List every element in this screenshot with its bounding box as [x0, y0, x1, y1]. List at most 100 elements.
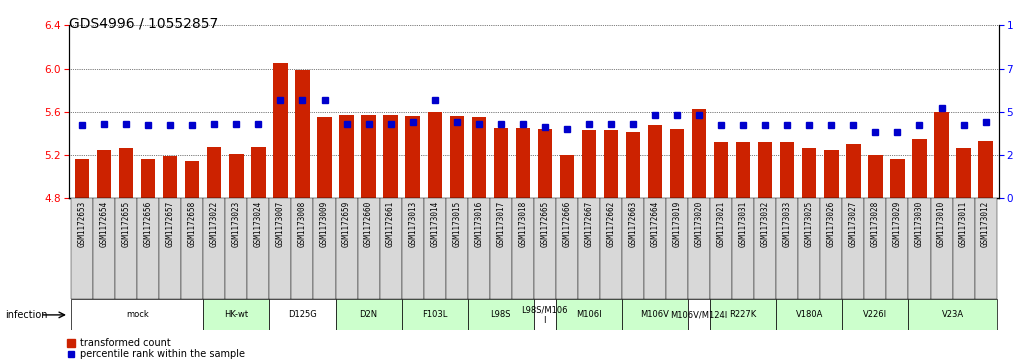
Text: GSM1173027: GSM1173027 — [849, 201, 858, 247]
Bar — [802, 148, 816, 198]
Bar — [401, 198, 423, 299]
Bar — [979, 141, 993, 198]
Text: GSM1173015: GSM1173015 — [452, 201, 461, 247]
Bar — [909, 299, 997, 330]
Bar — [516, 128, 530, 198]
Text: GSM1173008: GSM1173008 — [298, 201, 307, 247]
Text: GSM1172659: GSM1172659 — [342, 201, 352, 247]
Bar — [648, 125, 663, 198]
Text: F103L: F103L — [422, 310, 448, 319]
Text: GSM1173022: GSM1173022 — [210, 201, 219, 247]
Text: percentile rank within the sample: percentile rank within the sample — [80, 349, 245, 359]
Bar — [644, 198, 667, 299]
Text: GSM1172661: GSM1172661 — [386, 201, 395, 247]
Text: GSM1173018: GSM1173018 — [519, 201, 528, 247]
Bar — [93, 198, 115, 299]
Bar — [909, 198, 931, 299]
Bar — [472, 117, 486, 198]
Text: V180A: V180A — [795, 310, 823, 319]
Text: V226I: V226I — [863, 310, 887, 319]
Bar — [269, 198, 292, 299]
Text: GSM1172664: GSM1172664 — [650, 201, 659, 247]
Text: GSM1173017: GSM1173017 — [496, 201, 505, 247]
Text: R227K: R227K — [729, 310, 757, 319]
Text: GSM1172656: GSM1172656 — [144, 201, 153, 247]
Text: GSM1172653: GSM1172653 — [78, 201, 86, 247]
Bar — [446, 198, 468, 299]
Bar — [578, 198, 600, 299]
Bar — [137, 198, 159, 299]
Text: GSM1173009: GSM1173009 — [320, 201, 329, 247]
Bar — [864, 198, 886, 299]
Bar — [141, 159, 155, 198]
Text: GSM1172654: GSM1172654 — [99, 201, 108, 247]
Bar — [846, 144, 860, 198]
Bar — [956, 148, 970, 198]
Text: HK-wt: HK-wt — [224, 310, 248, 319]
Bar — [489, 198, 512, 299]
Text: GSM1173033: GSM1173033 — [783, 201, 792, 247]
Bar — [493, 128, 508, 198]
Text: GSM1172657: GSM1172657 — [166, 201, 175, 247]
Bar — [405, 116, 419, 198]
Bar — [427, 112, 442, 198]
Text: transformed count: transformed count — [80, 338, 171, 348]
Bar — [296, 70, 310, 198]
Text: GSM1173029: GSM1173029 — [892, 201, 902, 247]
Bar — [468, 198, 489, 299]
Text: GSM1173010: GSM1173010 — [937, 201, 946, 247]
Bar — [538, 129, 552, 198]
Text: GSM1173011: GSM1173011 — [959, 201, 968, 247]
Bar — [251, 147, 265, 198]
Text: GSM1173014: GSM1173014 — [431, 201, 440, 247]
Bar — [362, 115, 376, 198]
Text: V23A: V23A — [941, 310, 963, 319]
Bar — [185, 161, 200, 198]
Bar — [335, 299, 401, 330]
Bar — [581, 130, 596, 198]
Bar — [952, 198, 975, 299]
Bar — [229, 154, 243, 198]
Text: GSM1172663: GSM1172663 — [628, 201, 637, 247]
Text: GSM1172665: GSM1172665 — [540, 201, 549, 247]
Bar — [358, 198, 380, 299]
Bar — [934, 112, 949, 198]
Text: GSM1173028: GSM1173028 — [871, 201, 880, 247]
Bar — [732, 198, 755, 299]
Bar — [71, 198, 93, 299]
Bar — [758, 142, 772, 198]
Bar — [335, 198, 358, 299]
Text: GSM1173021: GSM1173021 — [716, 201, 725, 247]
Bar — [163, 156, 177, 198]
Text: GSM1172667: GSM1172667 — [585, 201, 594, 247]
Bar — [688, 299, 710, 330]
Bar — [780, 142, 794, 198]
Bar — [556, 299, 622, 330]
Bar — [560, 155, 574, 198]
Bar — [890, 159, 905, 198]
Text: L98S: L98S — [490, 310, 511, 319]
Text: GSM1173012: GSM1173012 — [982, 201, 990, 247]
Text: D2N: D2N — [360, 310, 378, 319]
Text: D125G: D125G — [288, 310, 317, 319]
Bar — [512, 198, 534, 299]
Bar — [401, 299, 468, 330]
Bar — [975, 198, 997, 299]
Bar — [115, 198, 137, 299]
Bar — [159, 198, 181, 299]
Bar — [825, 150, 839, 198]
Text: GSM1173019: GSM1173019 — [673, 201, 682, 247]
Text: GSM1173032: GSM1173032 — [761, 201, 770, 247]
Bar — [97, 150, 111, 198]
Bar — [736, 142, 751, 198]
Bar — [269, 299, 335, 330]
Bar — [626, 132, 640, 198]
Bar — [208, 147, 222, 198]
Bar — [913, 139, 927, 198]
Text: GSM1173025: GSM1173025 — [804, 201, 813, 247]
Bar — [776, 299, 843, 330]
Text: infection: infection — [5, 310, 48, 320]
Bar — [292, 198, 313, 299]
Bar — [843, 198, 864, 299]
Bar — [776, 198, 798, 299]
